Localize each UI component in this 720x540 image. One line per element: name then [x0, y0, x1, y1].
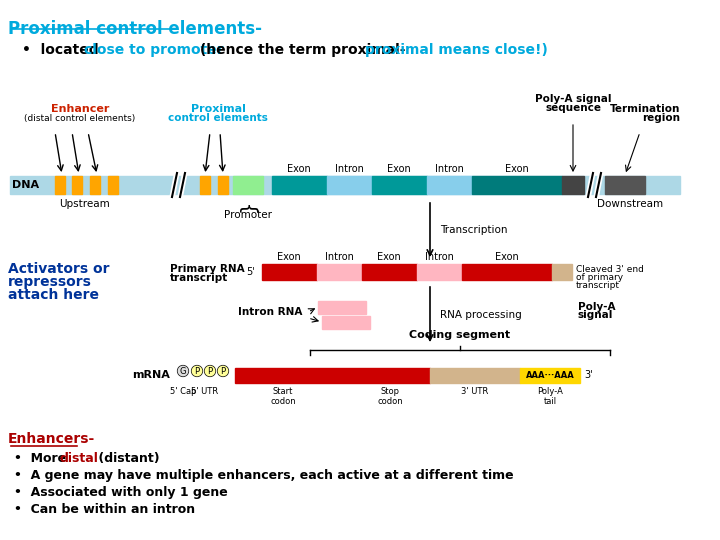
Text: Poly-A
tail: Poly-A tail — [537, 387, 563, 406]
Text: Intron: Intron — [325, 252, 354, 262]
Bar — [218, 176, 228, 194]
Text: Proximal control elements-: Proximal control elements- — [8, 20, 262, 38]
Text: 5': 5' — [246, 267, 255, 277]
Bar — [562, 176, 584, 194]
Text: proximal means close!): proximal means close!) — [365, 43, 548, 57]
Bar — [430, 368, 520, 382]
Bar — [262, 264, 317, 280]
Text: Activators or: Activators or — [8, 262, 109, 276]
Text: repressors: repressors — [8, 275, 92, 289]
Text: signal: signal — [578, 310, 613, 320]
Text: •  located: • located — [22, 43, 104, 57]
Bar — [605, 176, 645, 194]
Text: (distal control elements): (distal control elements) — [24, 114, 135, 123]
Text: }: } — [238, 199, 258, 212]
Bar — [90, 176, 100, 194]
Text: RNA processing: RNA processing — [440, 309, 522, 320]
Bar — [200, 176, 210, 194]
Text: Start
codon: Start codon — [270, 387, 296, 406]
Text: •  Associated with only 1 gene: • Associated with only 1 gene — [14, 486, 228, 499]
Bar — [108, 176, 118, 194]
Text: Intron: Intron — [335, 164, 364, 174]
Text: Poly-A: Poly-A — [578, 302, 616, 312]
Text: Enhancers-: Enhancers- — [8, 432, 95, 446]
Text: Primary RNA: Primary RNA — [170, 264, 245, 274]
Text: sequence: sequence — [545, 103, 601, 113]
Text: Termination: Termination — [610, 104, 680, 114]
Text: Transcription: Transcription — [440, 225, 508, 235]
Bar — [318, 300, 366, 314]
Bar — [327, 176, 372, 194]
Text: Exon: Exon — [505, 164, 529, 174]
Text: 5' Cap: 5' Cap — [170, 387, 197, 395]
Bar — [233, 176, 263, 194]
Bar — [317, 264, 362, 280]
Text: Poly-A signal: Poly-A signal — [535, 94, 611, 104]
Bar — [462, 264, 552, 280]
Text: Enhancer: Enhancer — [51, 104, 109, 114]
Text: P: P — [207, 367, 212, 375]
Bar — [322, 315, 370, 328]
Text: Upstream: Upstream — [60, 199, 110, 209]
Text: Intron: Intron — [425, 252, 454, 262]
Bar — [362, 264, 417, 280]
Text: •  A gene may have multiple enhancers, each active at a different time: • A gene may have multiple enhancers, ea… — [14, 469, 513, 482]
Text: Cleaved 3' end: Cleaved 3' end — [576, 265, 644, 274]
Text: mRNA: mRNA — [132, 370, 170, 380]
Text: Exon: Exon — [287, 164, 311, 174]
Text: region: region — [642, 113, 680, 123]
Text: P: P — [194, 367, 199, 375]
Bar — [372, 176, 427, 194]
Text: AAA···AAA: AAA···AAA — [526, 370, 575, 380]
Bar — [552, 264, 572, 280]
Bar — [427, 176, 472, 194]
Bar — [417, 264, 462, 280]
Text: Stop
codon: Stop codon — [377, 387, 402, 406]
Text: Exon: Exon — [377, 252, 401, 262]
Text: 3' UTR: 3' UTR — [462, 387, 489, 395]
Text: attach here: attach here — [8, 288, 99, 302]
Text: •  More: • More — [14, 452, 71, 465]
Text: Intron: Intron — [435, 164, 464, 174]
Bar — [10, 176, 680, 194]
Text: 3': 3' — [584, 370, 593, 380]
Text: Exon: Exon — [387, 164, 411, 174]
Text: (distant): (distant) — [94, 452, 160, 465]
Bar — [520, 368, 580, 382]
Bar — [55, 176, 65, 194]
Text: 5' UTR: 5' UTR — [192, 387, 219, 395]
Text: Exon: Exon — [277, 252, 301, 262]
Bar — [272, 176, 327, 194]
Text: •  Can be within an intron: • Can be within an intron — [14, 503, 195, 516]
Text: Intron RNA: Intron RNA — [238, 307, 302, 317]
Text: Coding segment: Coding segment — [410, 329, 510, 340]
Text: P: P — [220, 367, 225, 375]
Bar — [235, 368, 430, 382]
Text: of primary: of primary — [576, 273, 623, 282]
Text: Exon: Exon — [495, 252, 519, 262]
Text: DNA: DNA — [12, 180, 39, 190]
Text: (hence the term proximal-: (hence the term proximal- — [195, 43, 410, 57]
Bar — [472, 176, 562, 194]
Text: transcript: transcript — [170, 273, 228, 283]
Text: control elements: control elements — [168, 113, 268, 123]
Text: Proximal: Proximal — [191, 104, 246, 114]
Text: Promoter: Promoter — [224, 210, 272, 220]
Text: G: G — [180, 367, 186, 375]
Text: close to promoter: close to promoter — [84, 43, 224, 57]
Text: transcript: transcript — [576, 281, 620, 290]
Bar — [72, 176, 82, 194]
Text: distal: distal — [60, 452, 99, 465]
Text: Downstream: Downstream — [597, 199, 663, 209]
